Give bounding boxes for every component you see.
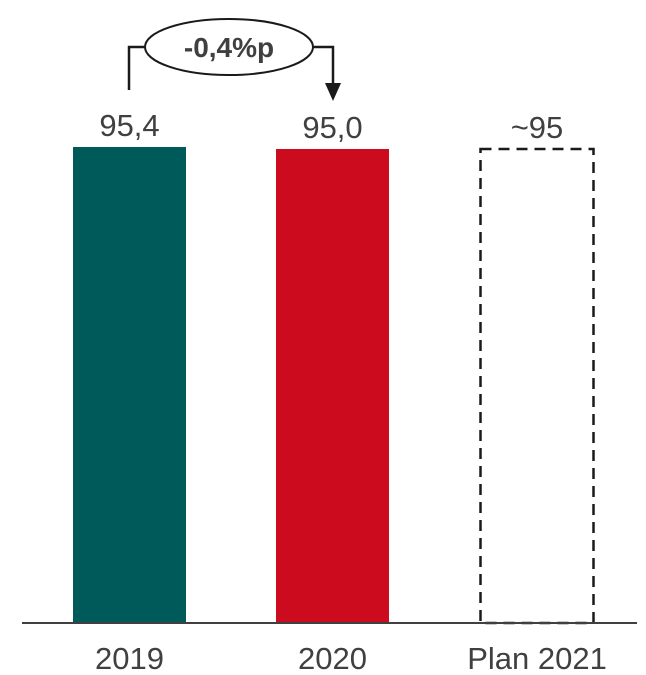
bar-2020 <box>276 148 389 624</box>
change-label: -0,4%p <box>184 32 274 63</box>
bar-plan-2021 <box>479 147 595 625</box>
value-label: ~95 <box>511 110 564 145</box>
bars-group <box>73 147 595 625</box>
value-label: 95,4 <box>99 108 159 143</box>
category-label: 2019 <box>95 641 164 675</box>
bar-2019 <box>73 147 186 623</box>
change-annotation: -0,4%p <box>127 18 341 101</box>
category-label: 2020 <box>298 641 367 675</box>
category-label: Plan 2021 <box>467 641 607 675</box>
value-labels-group: 95,4 95,0 ~95 <box>99 108 563 145</box>
arrowhead-icon <box>325 83 341 101</box>
change-bubble <box>144 18 314 76</box>
category-labels-group: 2019 2020 Plan 2021 <box>95 641 607 675</box>
value-label: 95,0 <box>302 110 362 145</box>
